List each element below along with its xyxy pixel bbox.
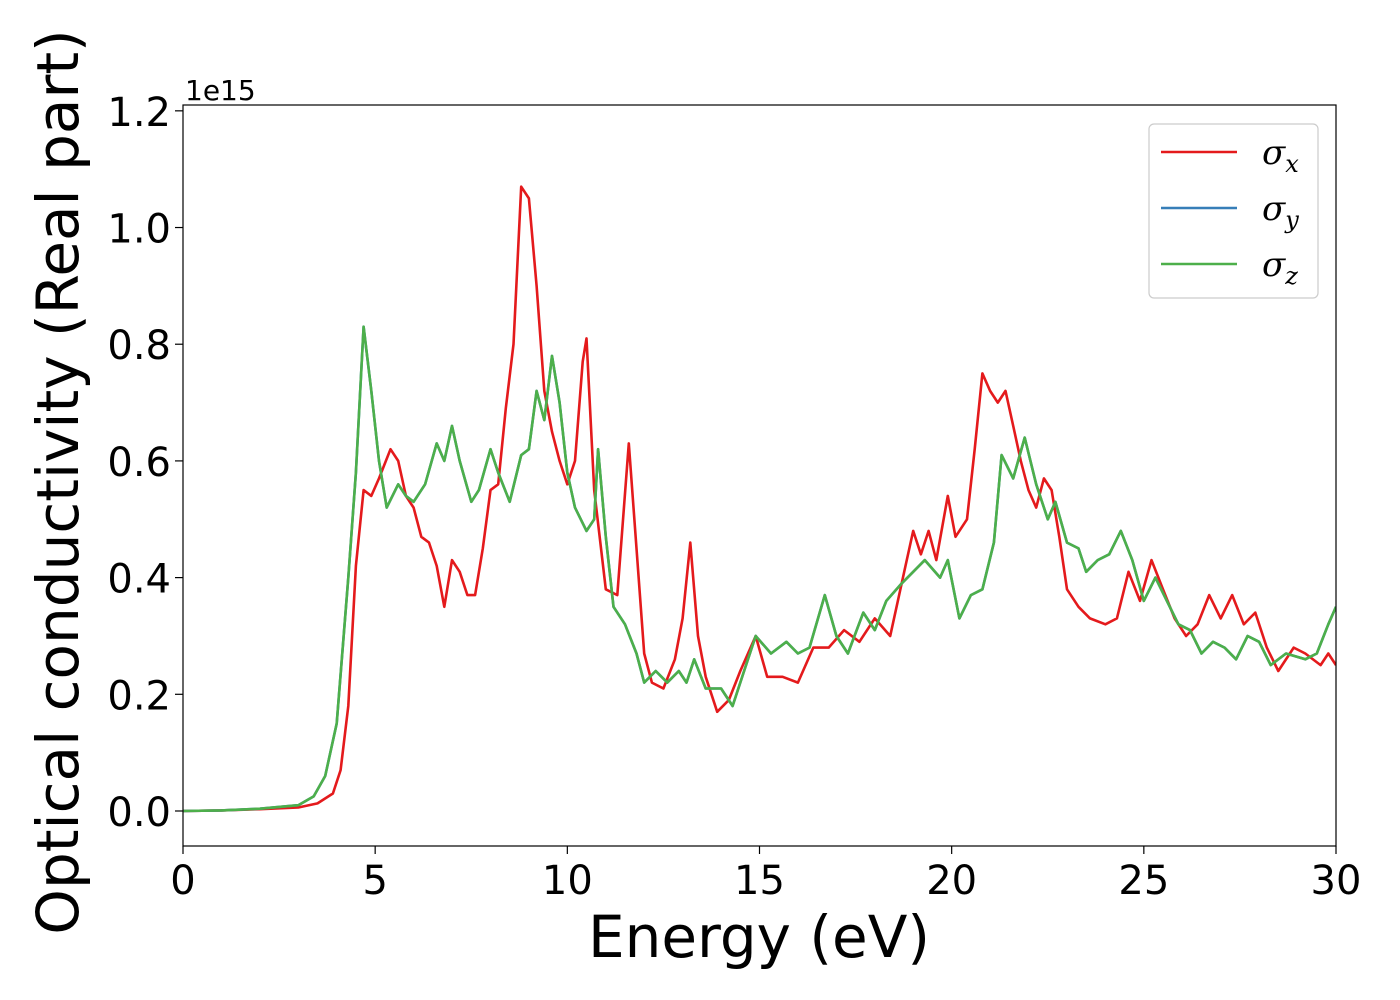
y-axis: 0.0 0.2 0.4 0.6 0.8 1.0 1.2 — [107, 90, 183, 836]
x-tick-label: 25 — [1118, 858, 1169, 904]
legend: σx σy σz — [1148, 123, 1319, 299]
y-tick-label: 0.8 — [107, 323, 171, 369]
x-tick-label: 0 — [170, 858, 195, 904]
y-offset-text: 1e15 — [185, 74, 256, 107]
series-line-z — [183, 325, 1336, 813]
y-axis-title: Optical conductivity (Real part) — [24, 29, 92, 934]
x-tick-label: 20 — [926, 858, 977, 904]
legend-box — [1148, 123, 1319, 299]
x-tick-label: 5 — [362, 858, 387, 904]
y-tick-label: 1.2 — [107, 90, 171, 136]
y-tick-label: 0.4 — [107, 557, 171, 603]
x-tick-label: 10 — [542, 858, 593, 904]
y-tick-label: 0.0 — [107, 790, 171, 836]
plot-lines — [183, 185, 1336, 813]
y-tick-label: 0.6 — [107, 440, 171, 486]
x-axis: 0 5 10 15 20 25 30 — [170, 846, 1361, 904]
legend-label-y: σy — [1262, 189, 1299, 234]
y-tick-label: 1.0 — [107, 207, 171, 253]
y-tick-label: 0.2 — [107, 673, 171, 719]
x-tick-label: 15 — [734, 858, 785, 904]
x-tick-label: 30 — [1311, 858, 1362, 904]
x-axis-title: Energy (eV) — [588, 903, 930, 971]
legend-label-x: σx — [1262, 133, 1299, 178]
series-line-x — [183, 185, 1336, 813]
legend-label-z: σz — [1262, 245, 1298, 290]
